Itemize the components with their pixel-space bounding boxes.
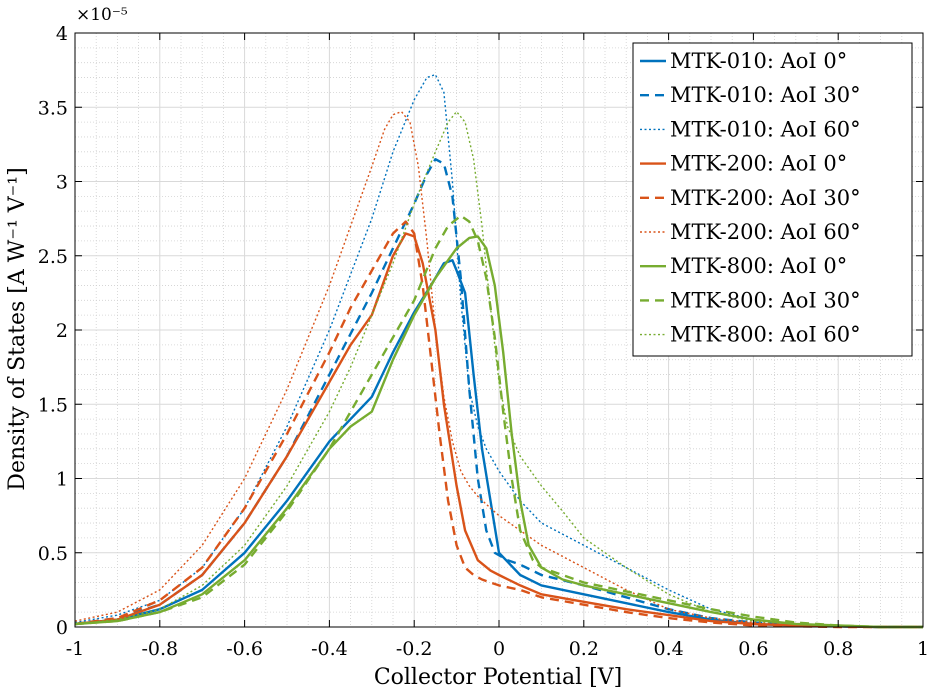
x-tick-label: 0.4 [653, 638, 683, 660]
legend-entry-label: MTK-010: AoI 0° [670, 49, 847, 73]
x-tick-label: -1 [66, 638, 85, 660]
legend-entry-label: MTK-800: AoI 60° [670, 323, 861, 347]
y-tick-label: 3.5 [38, 97, 68, 119]
series-line-mtk-800-aoi-0- [74, 235, 923, 629]
legend-entry-label: MTK-200: AoI 30° [670, 186, 861, 210]
legend-entry-label: MTK-010: AoI 30° [670, 83, 861, 107]
x-axis-label: Collector Potential [V] [374, 665, 622, 690]
x-tick-label: 0.2 [569, 638, 599, 660]
y-tick-label: 1 [56, 469, 68, 491]
series-line-mtk-200-aoi-30- [74, 220, 923, 629]
y-tick-label: 3 [56, 172, 68, 194]
legend-entry-label: MTK-800: AoI 30° [670, 288, 861, 312]
series-line-mtk-800-aoi-60- [74, 110, 923, 628]
series-layer [74, 73, 923, 629]
legend-entry-label: MTK-200: AoI 60° [670, 220, 861, 244]
legend-box [632, 42, 913, 357]
x-tick-label: 0 [493, 638, 505, 660]
x-tick-label: 0.8 [823, 638, 853, 660]
y-multiplier-label: ×10⁻⁵ [76, 5, 128, 25]
x-tick-label: 1 [917, 638, 928, 660]
x-tick-labels: -1 -0.8 -0.6 -0.4 -0.2 0 0.2 0.4 0.6 0.8 1 [66, 33, 928, 660]
y-tick-label: 0 [56, 617, 68, 639]
y-tick-label: 2.5 [38, 246, 68, 268]
y-tick-label: 4 [56, 23, 68, 45]
x-tick-label: 0.6 [738, 638, 768, 660]
y-axis-label: Density of States [A W⁻¹ V⁻¹] [5, 167, 30, 490]
y-tick-label: 0.5 [38, 543, 68, 565]
x-tick-label: -0.6 [226, 638, 263, 660]
legend-entry-label: MTK-800: AoI 0° [670, 254, 847, 278]
series-line-mtk-010-aoi-0- [74, 259, 923, 629]
y-tick-labels: 0 0.5 1 1.5 2 2.5 3 3.5 4 [38, 23, 923, 639]
legend-entry-label: MTK-010: AoI 60° [670, 117, 861, 141]
y-tick-label: 1.5 [38, 394, 68, 416]
series-line-mtk-800-aoi-30- [74, 214, 923, 629]
x-tick-label: -0.8 [141, 638, 178, 660]
legend-entry-label: MTK-200: AoI 0° [670, 152, 847, 176]
legend: MTK-010: AoI 0° MTK-010: AoI 30° MTK-010: … [632, 42, 913, 357]
x-tick-label: -0.2 [396, 638, 433, 660]
y-tick-label: 2 [56, 320, 68, 342]
series-line-mtk-200-aoi-0- [74, 232, 923, 629]
x-tick-label: -0.4 [311, 638, 348, 660]
